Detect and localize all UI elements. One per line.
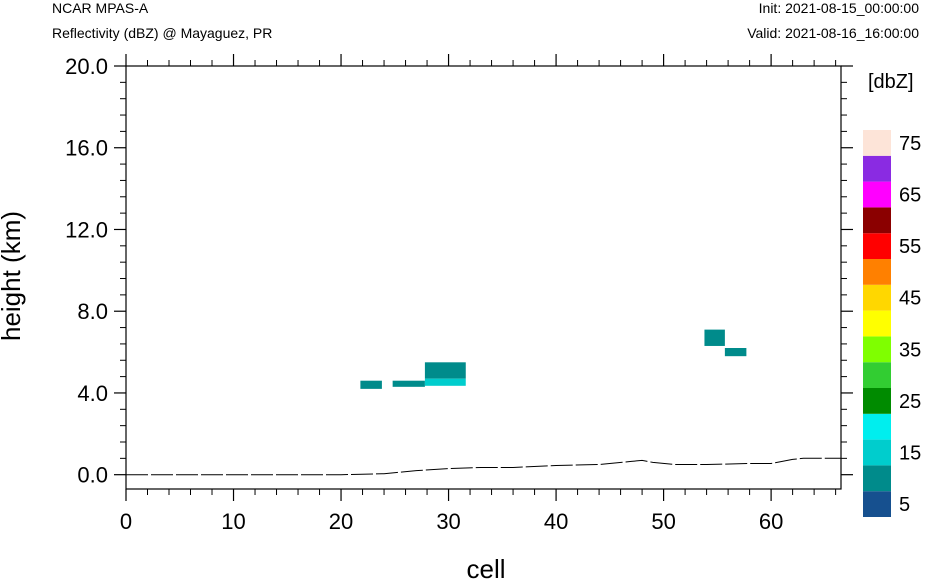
x-tick-label: 50 (651, 509, 675, 534)
reflectivity-cell-2 (424, 362, 466, 379)
y-tick-label: 0.0 (77, 463, 108, 488)
reflectivity-cell-4 (704, 329, 725, 346)
x-tick-label: 60 (759, 509, 783, 534)
x-tick-label: 0 (120, 509, 132, 534)
y-axis-title: height (km) (0, 211, 26, 341)
colorbar-swatch-10 (863, 233, 891, 259)
y-tick-label: 4.0 (77, 381, 108, 406)
colorbar-swatch-6 (863, 336, 891, 363)
colorbar-label: 25 (899, 391, 921, 413)
colorbar-swatch-5 (863, 362, 891, 388)
plot-frame (125, 65, 842, 490)
colorbar-swatch-11 (863, 207, 891, 234)
colorbar: 5 15 25 35 45 55 65 75 (863, 130, 921, 517)
colorbar-label: 5 (899, 494, 910, 516)
colorbar-swatch-12 (863, 181, 891, 208)
y-tick-label: 16.0 (65, 136, 108, 161)
colorbar-label: 45 (899, 288, 921, 310)
y-tick-label: 8.0 (77, 299, 108, 324)
plot-data-layer (126, 329, 841, 476)
colorbar-label: 15 (899, 443, 921, 465)
colorbar-label: 65 (899, 185, 921, 207)
colorbar-swatch-14 (863, 130, 891, 156)
colorbar-swatch-9 (863, 259, 891, 285)
colorbar-swatch-8 (863, 284, 891, 311)
y-tick-label: 12.0 (65, 217, 108, 242)
reflectivity-cell-0 (360, 380, 382, 389)
colorbar-label: 55 (899, 236, 921, 258)
x-axis-title: cell (466, 554, 505, 580)
valid-time: Valid: 2021-08-16_16:00:00 (747, 25, 919, 41)
colorbar-label: 75 (899, 133, 921, 155)
colorbar-swatch-2 (863, 439, 891, 466)
model-title: NCAR MPAS-A (52, 0, 149, 16)
colorbar-swatch-4 (863, 388, 891, 414)
x-tick-label: 10 (221, 509, 245, 534)
reflectivity-cell-3 (424, 378, 466, 386)
terrain-line (126, 457, 841, 476)
field-title: Reflectivity (dBZ) @ Mayaguez, PR (52, 25, 273, 41)
x-tick-label: 20 (329, 509, 353, 534)
x-tick-label: 30 (436, 509, 460, 534)
colorbar-swatch-0 (863, 491, 891, 517)
reflectivity-cell-5 (724, 348, 747, 357)
colorbar-title: [dbZ] (868, 71, 914, 93)
x-tick-label: 40 (544, 509, 568, 534)
y-tick-label: 20.0 (65, 54, 108, 79)
plot-border (125, 65, 842, 490)
reflectivity-cell-1 (392, 380, 425, 387)
colorbar-swatch-1 (863, 465, 891, 492)
axis-ticks: 0 10 20 30 40 50 60 0.0 4.0 8.0 12.0 16.0 20.0 (65, 54, 853, 534)
colorbar-swatch-13 (863, 155, 891, 182)
colorbar-swatch-7 (863, 310, 891, 337)
colorbar-label: 35 (899, 339, 921, 361)
init-time: Init: 2021-08-15_00:00:00 (758, 0, 919, 16)
colorbar-swatch-3 (863, 413, 891, 440)
